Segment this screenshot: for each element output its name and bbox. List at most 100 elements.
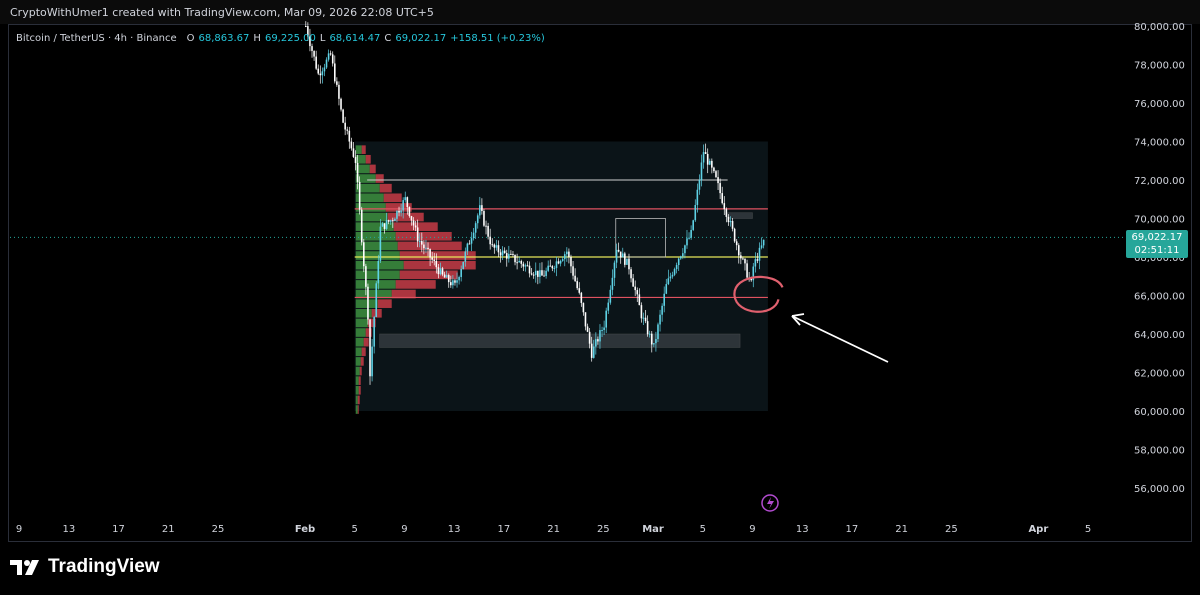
- candle-body: [605, 310, 607, 328]
- low-value: 68,614.47: [329, 33, 381, 44]
- time-tick-label: 25: [212, 524, 225, 535]
- volume-profile-sell-bar: [357, 405, 359, 414]
- candle-body: [358, 181, 361, 210]
- candle-body: [659, 314, 661, 325]
- candle-body: [508, 253, 510, 259]
- time-axis: 9 13 17 21 25 Feb 5 9 13 17 21 25 Mar 5 9 13 17 21 25 Apr 5: [16, 524, 1091, 535]
- price-tick-label: 68,000.00: [1134, 253, 1185, 264]
- time-tick-label: 17: [498, 524, 511, 535]
- candle-body: [574, 275, 576, 282]
- annotation-arrow-head: [791, 313, 805, 326]
- volume-profile-buy-bar: [355, 337, 364, 347]
- candle-body: [522, 263, 525, 267]
- volume-profile-buy-bar: [355, 347, 362, 357]
- candle-body: [667, 278, 670, 285]
- candle-body: [725, 209, 728, 217]
- candle-body: [365, 266, 367, 287]
- candle-body: [584, 312, 587, 327]
- candle-body: [315, 56, 317, 69]
- chart-panel[interactable]: [8, 24, 1192, 542]
- symbol-title: Bitcoin / TetherUS · 4h · Binance: [16, 33, 177, 44]
- volume-profile-sell-bar: [369, 164, 376, 174]
- candle-body: [334, 63, 336, 82]
- level-lines: [10, 179, 1124, 348]
- price-tick-label: 74,000.00: [1134, 138, 1185, 149]
- candle-body: [561, 259, 564, 261]
- candle-body: [615, 249, 618, 263]
- time-tick-label: 13: [448, 524, 461, 535]
- symbol-legend: Bitcoin / TetherUS · 4h · Binance O 68,86…: [16, 33, 545, 44]
- candle-body: [675, 265, 678, 270]
- candle-body: [553, 268, 556, 270]
- tradingview-brand: TradingView: [48, 556, 160, 577]
- candle-body: [375, 283, 378, 317]
- volume-profile-buy-bar: [355, 308, 372, 318]
- volume-profile-sell-bar: [361, 347, 366, 357]
- candle-body: [576, 281, 578, 289]
- candle-body: [758, 247, 761, 261]
- candle-body: [746, 263, 748, 278]
- candle-body: [396, 210, 398, 219]
- time-tick-label: 25: [945, 524, 958, 535]
- candle-body: [729, 221, 732, 223]
- volume-profile-buy-bar: [355, 395, 358, 405]
- volume-profile-buy-bar: [355, 405, 358, 414]
- candle-body: [429, 249, 431, 258]
- candle-body: [503, 250, 506, 254]
- close-value: 69,022.17: [395, 33, 447, 44]
- volume-profile-buy-bar: [355, 357, 361, 366]
- candle-body: [377, 260, 380, 284]
- candle-body: [694, 204, 697, 221]
- volume-profile-buy-bar: [355, 174, 376, 183]
- candle-body: [532, 274, 535, 276]
- annotation-arrow: [791, 315, 889, 363]
- candle-body: [735, 241, 738, 246]
- candle-body: [450, 282, 452, 286]
- volume-profile-buy-bar: [355, 318, 368, 328]
- candle-body: [539, 270, 541, 277]
- time-tick-label: 9: [401, 524, 407, 535]
- price-tick-label: 70,000.00: [1134, 215, 1185, 226]
- candle-body: [410, 216, 413, 221]
- candle-body: [704, 152, 707, 154]
- candle-body: [313, 50, 315, 57]
- candle-body: [505, 253, 508, 259]
- candle-body: [485, 225, 487, 227]
- candle-body: [595, 339, 597, 347]
- candle-body: [493, 244, 496, 248]
- candle-body: [541, 270, 543, 276]
- candle-body: [524, 265, 527, 267]
- volume-profile-buy-bar: [355, 241, 398, 251]
- candle-body: [723, 203, 726, 210]
- price-tick-label: 78,000.00: [1134, 61, 1185, 72]
- price-tick-label: 58,000.00: [1134, 446, 1185, 457]
- candle-body: [700, 162, 703, 181]
- candle-body: [756, 259, 759, 261]
- tradingview-logo[interactable]: TradingView: [10, 556, 160, 578]
- close-label: C: [384, 33, 392, 44]
- price-tick-label: 66,000.00: [1134, 292, 1185, 303]
- candle-body: [427, 247, 429, 250]
- candle-body: [580, 292, 583, 303]
- high-value: 69,225.00: [264, 33, 316, 44]
- candle-body: [665, 284, 668, 294]
- volume-profile-sell-bar: [383, 193, 402, 203]
- volume-profile-buy-bar: [355, 154, 366, 164]
- candle-body: [582, 302, 585, 313]
- candle-body: [385, 220, 388, 229]
- candle-body: [640, 305, 643, 319]
- open-value: 68,863.67: [198, 33, 250, 44]
- candle-body: [514, 254, 516, 263]
- candle-body: [754, 259, 757, 267]
- candle-body: [588, 331, 591, 344]
- price-tick-label: 72,000.00: [1134, 176, 1185, 187]
- candle-body: [323, 67, 326, 72]
- candle-body: [708, 160, 711, 165]
- annotation-circle: [733, 275, 784, 313]
- time-tick-label: 9: [16, 524, 22, 535]
- bar-countdown: 02:51:11: [1134, 245, 1180, 256]
- price-tick-label: 64,000.00: [1134, 330, 1185, 341]
- time-tick-label: 13: [62, 524, 75, 535]
- volume-profile-sell-bar: [391, 289, 416, 299]
